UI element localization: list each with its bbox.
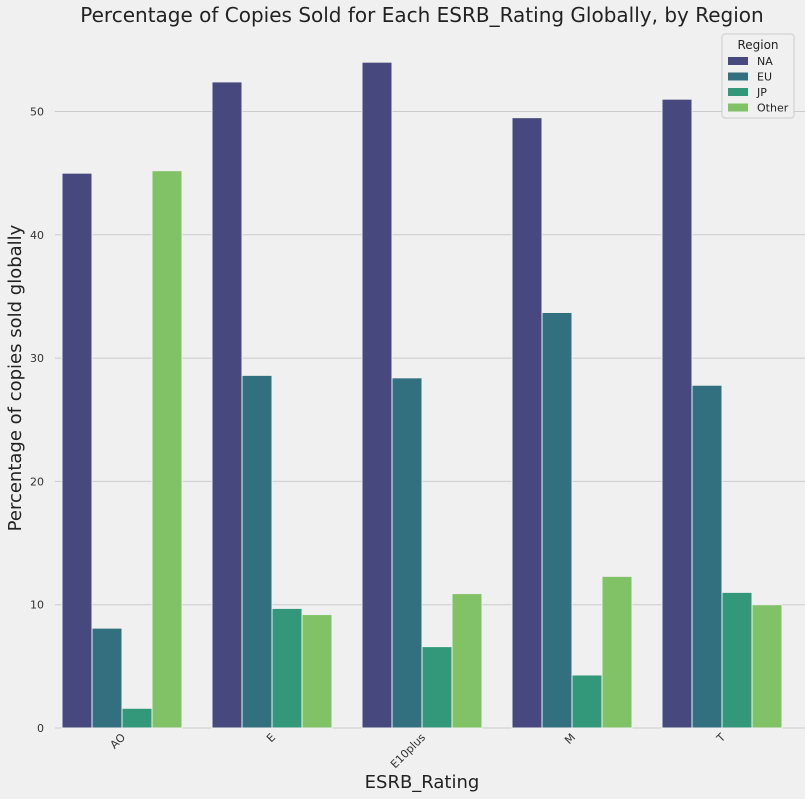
bar-E10plus-EU [391,377,423,729]
bar-AO-NA [61,172,93,729]
bar-AO-Other [151,170,183,729]
legend-label-NA: NA [757,55,773,68]
bar-T-JP [721,591,753,729]
y-tick-label: 20 [30,475,44,488]
bar-E-NA [211,81,243,729]
bar-M-JP [571,674,603,729]
bar-E-EU [241,374,273,729]
legend-label-EU: EU [757,71,772,84]
legend-swatch-NA [728,57,748,65]
bar-M-EU [541,311,573,729]
bar-T-EU [691,384,723,729]
legend: Region NA EU JP Other [721,33,795,119]
bar-E-Other [301,614,333,729]
chart-title: Percentage of Copies Sold for Each ESRB_… [80,3,763,27]
x-axis-label: ESRB_Rating [365,772,480,793]
legend-label-Other: Other [757,102,789,115]
bars [61,61,783,729]
bar-T-NA [661,98,693,729]
bar-E10plus-NA [361,61,393,729]
bar-AO-JP [121,707,153,729]
x-tick-label: T [713,731,728,746]
legend-swatch-Other [728,103,748,112]
legend-title: Region [737,38,778,52]
y-axis-label: Percentage of copies sold globally [5,224,26,531]
y-tick-label: 50 [30,106,44,119]
bar-E10plus-JP [421,646,453,729]
x-tick-label: E10plus [388,731,428,771]
x-tick-label: M [562,731,578,747]
bar-M-Other [601,575,633,729]
y-tick-label: 10 [30,599,44,612]
bar-T-Other [751,604,783,729]
y-tick-label: 40 [30,229,44,242]
x-tick-label: E [264,731,278,745]
bar-E10plus-Other [451,593,483,729]
legend-label-JP: JP [756,86,767,99]
x-tick-labels: AO E E10plus M T [108,731,729,771]
bar-E-JP [271,607,303,729]
bar-M-NA [511,117,543,729]
y-tick-label: 0 [37,722,44,735]
y-tick-labels: 0 10 20 30 40 50 [30,106,44,736]
y-tick-label: 30 [30,352,44,365]
bar-AO-EU [91,627,123,729]
legend-swatch-JP [728,88,748,96]
legend-swatch-EU [728,72,748,81]
x-tick-label: AO [108,731,129,752]
legend-box [721,33,795,119]
